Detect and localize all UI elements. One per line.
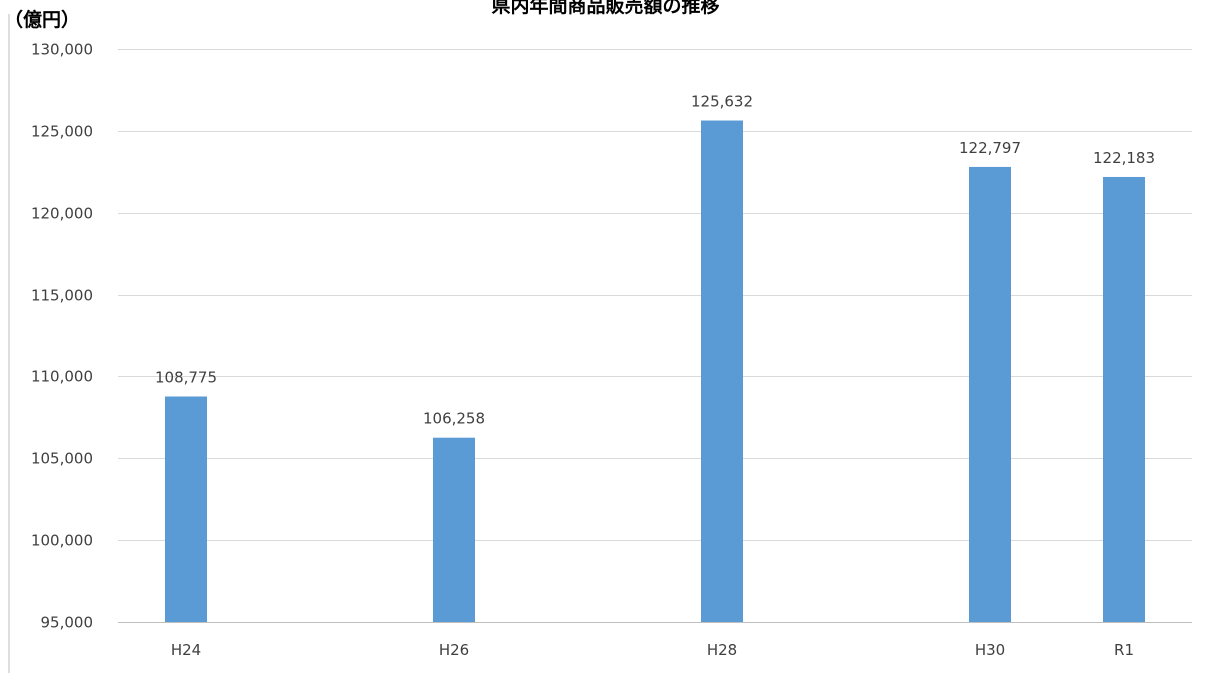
data-label: 122,797 [959,139,1021,157]
x-tick-label: H26 [439,641,469,659]
y-tick-label: 100,000 [31,532,93,550]
data-label: 122,183 [1093,149,1155,167]
bar [433,437,475,622]
y-tick-label: 105,000 [31,450,93,468]
bar [1103,176,1145,622]
x-tick-label: R1 [1114,641,1134,659]
y-axis-label: （億円） [4,9,81,31]
data-label: 106,258 [423,410,485,428]
data-label: 108,775 [155,368,217,386]
bar [701,120,743,622]
y-tick-label: 130,000 [31,41,93,59]
bar [969,166,1011,622]
y-tick-label: 120,000 [31,205,93,223]
y-tick-label: 115,000 [31,287,93,305]
data-label: 125,632 [691,93,753,111]
bar [165,396,207,622]
y-tick-label: 110,000 [31,368,93,386]
y-tick-label: 95,000 [41,614,94,632]
x-tick-label: H24 [171,641,201,659]
y-tick-label: 125,000 [31,123,93,141]
x-tick-label: H30 [975,641,1005,659]
x-tick-label: H28 [707,641,737,659]
chart-title: 県内年間商品販売額の推移 [491,0,720,17]
